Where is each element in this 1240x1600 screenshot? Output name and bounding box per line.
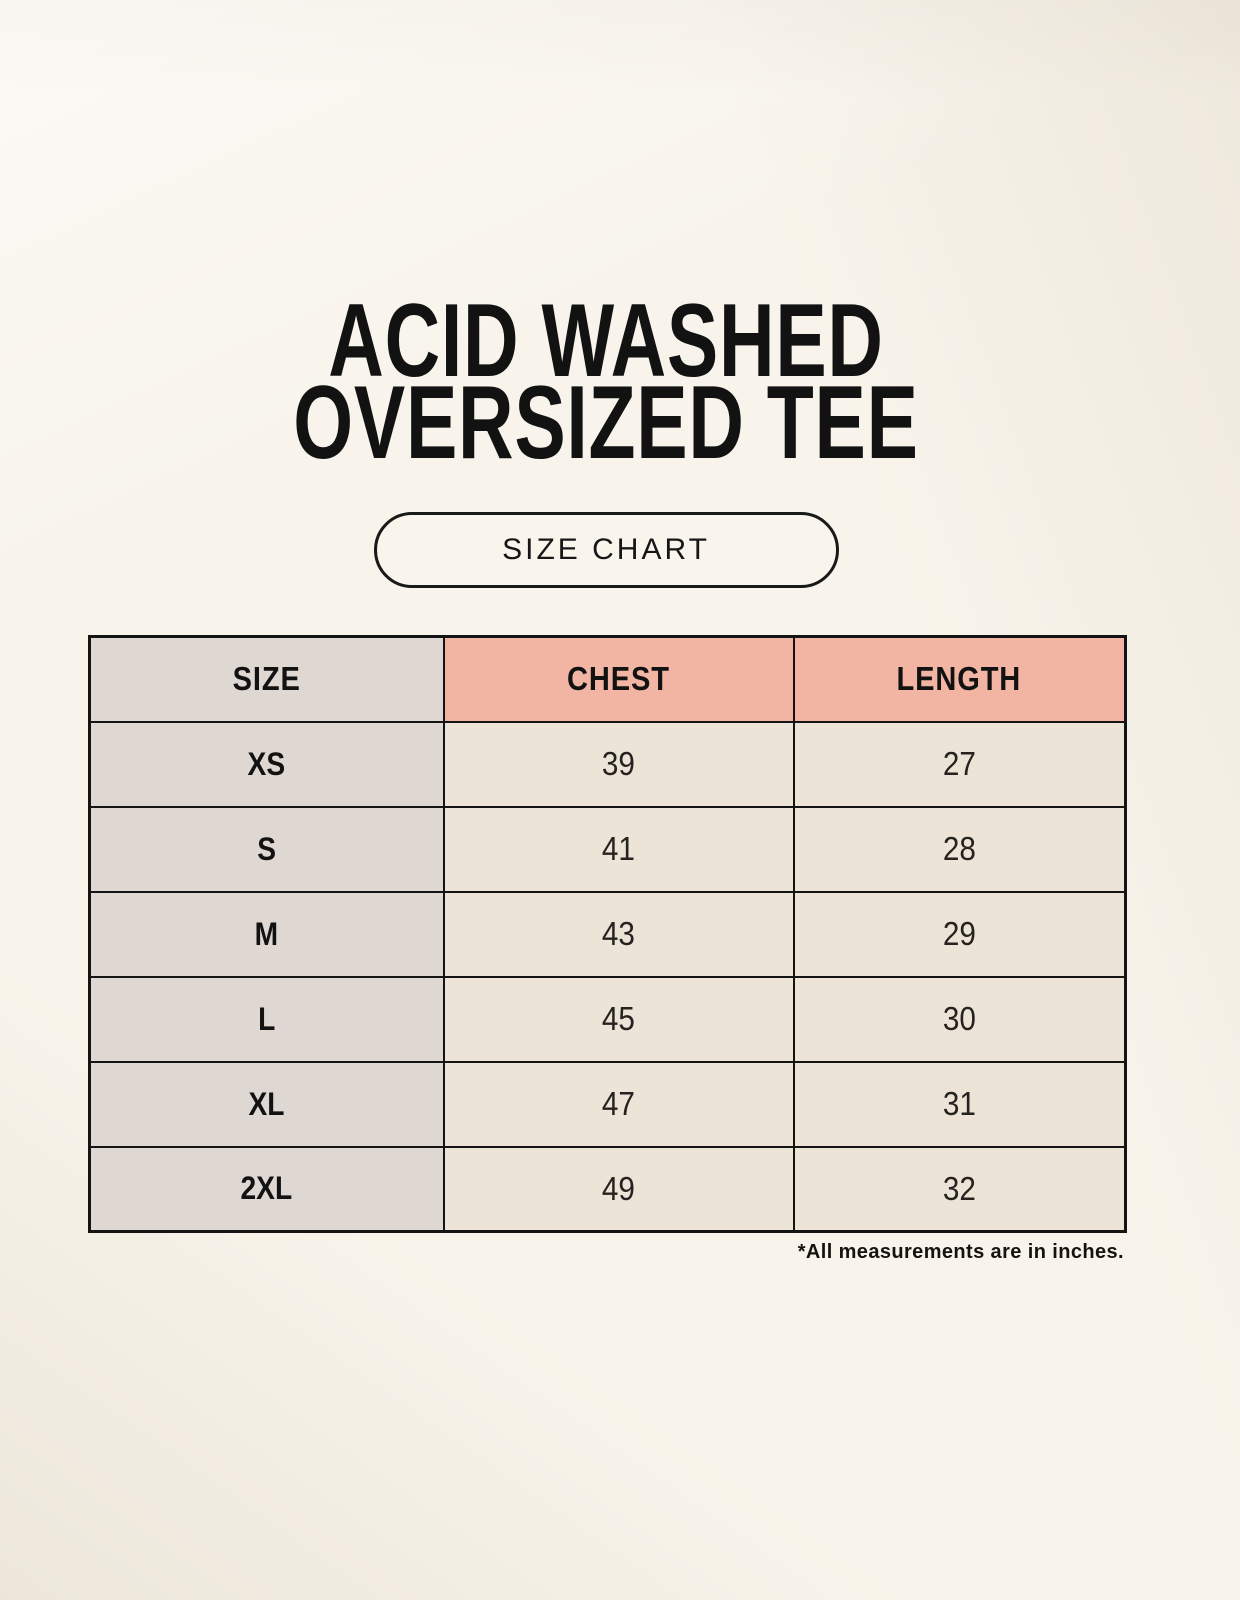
chest-cell: 49 xyxy=(442,1145,795,1233)
table-row-xs: XS 39 27 xyxy=(88,720,1127,808)
table-row-xl: XL 47 31 xyxy=(88,1060,1127,1148)
length-value: 28 xyxy=(942,830,976,867)
size-cell: 2XL xyxy=(88,1145,445,1233)
length-cell: 28 xyxy=(792,805,1127,893)
chest-value: 47 xyxy=(601,1085,636,1122)
table-header-row: SIZE CHEST LENGTH xyxy=(88,635,1127,723)
length-cell: 27 xyxy=(792,720,1127,808)
chest-value: 39 xyxy=(601,745,636,782)
size-label: S xyxy=(257,830,277,867)
size-cell: S xyxy=(88,805,445,893)
chest-value: 49 xyxy=(601,1169,636,1207)
page-title-line-1: ACID WASHED xyxy=(328,283,884,399)
chest-cell: 41 xyxy=(442,805,795,893)
length-value: 29 xyxy=(942,915,976,952)
chest-cell: 45 xyxy=(442,975,795,1063)
chest-value: 45 xyxy=(601,1000,636,1037)
column-header-length-label: LENGTH xyxy=(896,660,1022,698)
length-cell: 29 xyxy=(792,890,1127,978)
length-value: 31 xyxy=(942,1085,976,1122)
column-header-chest: CHEST xyxy=(442,635,795,723)
column-header-chest-label: CHEST xyxy=(567,660,670,698)
length-value: 30 xyxy=(942,1000,976,1037)
table-row-l: L 45 30 xyxy=(88,975,1127,1063)
size-label: M xyxy=(255,915,279,952)
length-cell: 31 xyxy=(792,1060,1127,1148)
size-label: XL xyxy=(248,1085,285,1122)
size-label: XS xyxy=(247,745,286,782)
size-label: L xyxy=(258,1000,276,1037)
length-value: 32 xyxy=(942,1169,976,1207)
chest-cell: 43 xyxy=(442,890,795,978)
page-title-line-2: OVERSIZED TEE xyxy=(293,365,919,481)
length-cell: 30 xyxy=(792,975,1127,1063)
size-cell: XL xyxy=(88,1060,445,1148)
size-chart-button[interactable]: SIZE CHART xyxy=(373,512,839,588)
size-chart-table: SIZE CHEST LENGTH XS 39 27 S 41 28 xyxy=(88,635,1127,1233)
size-chart-page: ACID WASHED OVERSIZED TEE SIZE CHART SIZ… xyxy=(88,0,1127,1264)
table-row-s: S 41 28 xyxy=(88,805,1127,893)
chest-value: 43 xyxy=(601,915,636,952)
column-header-size: SIZE xyxy=(88,635,445,723)
chest-value: 41 xyxy=(601,830,636,867)
size-chart-button-label: SIZE CHART xyxy=(502,533,710,566)
length-cell: 32 xyxy=(792,1145,1127,1233)
chest-cell: 39 xyxy=(442,720,795,808)
size-cell: XS xyxy=(88,720,445,808)
size-cell: L xyxy=(88,975,445,1063)
length-value: 27 xyxy=(942,745,976,782)
column-header-length: LENGTH xyxy=(792,635,1127,723)
page-title: ACID WASHED OVERSIZED TEE xyxy=(88,283,1124,481)
chest-cell: 47 xyxy=(442,1060,795,1148)
table-row-2xl: 2XL 49 32 xyxy=(88,1145,1127,1233)
size-label: 2XL xyxy=(240,1170,293,1207)
measurements-footnote: *All measurements are in inches. xyxy=(797,1241,1124,1263)
table-row-m: M 43 29 xyxy=(88,890,1127,978)
column-header-size-label: SIZE xyxy=(232,660,301,698)
size-cell: M xyxy=(88,890,445,978)
size-chart-badge-row: SIZE CHART xyxy=(88,512,1124,588)
